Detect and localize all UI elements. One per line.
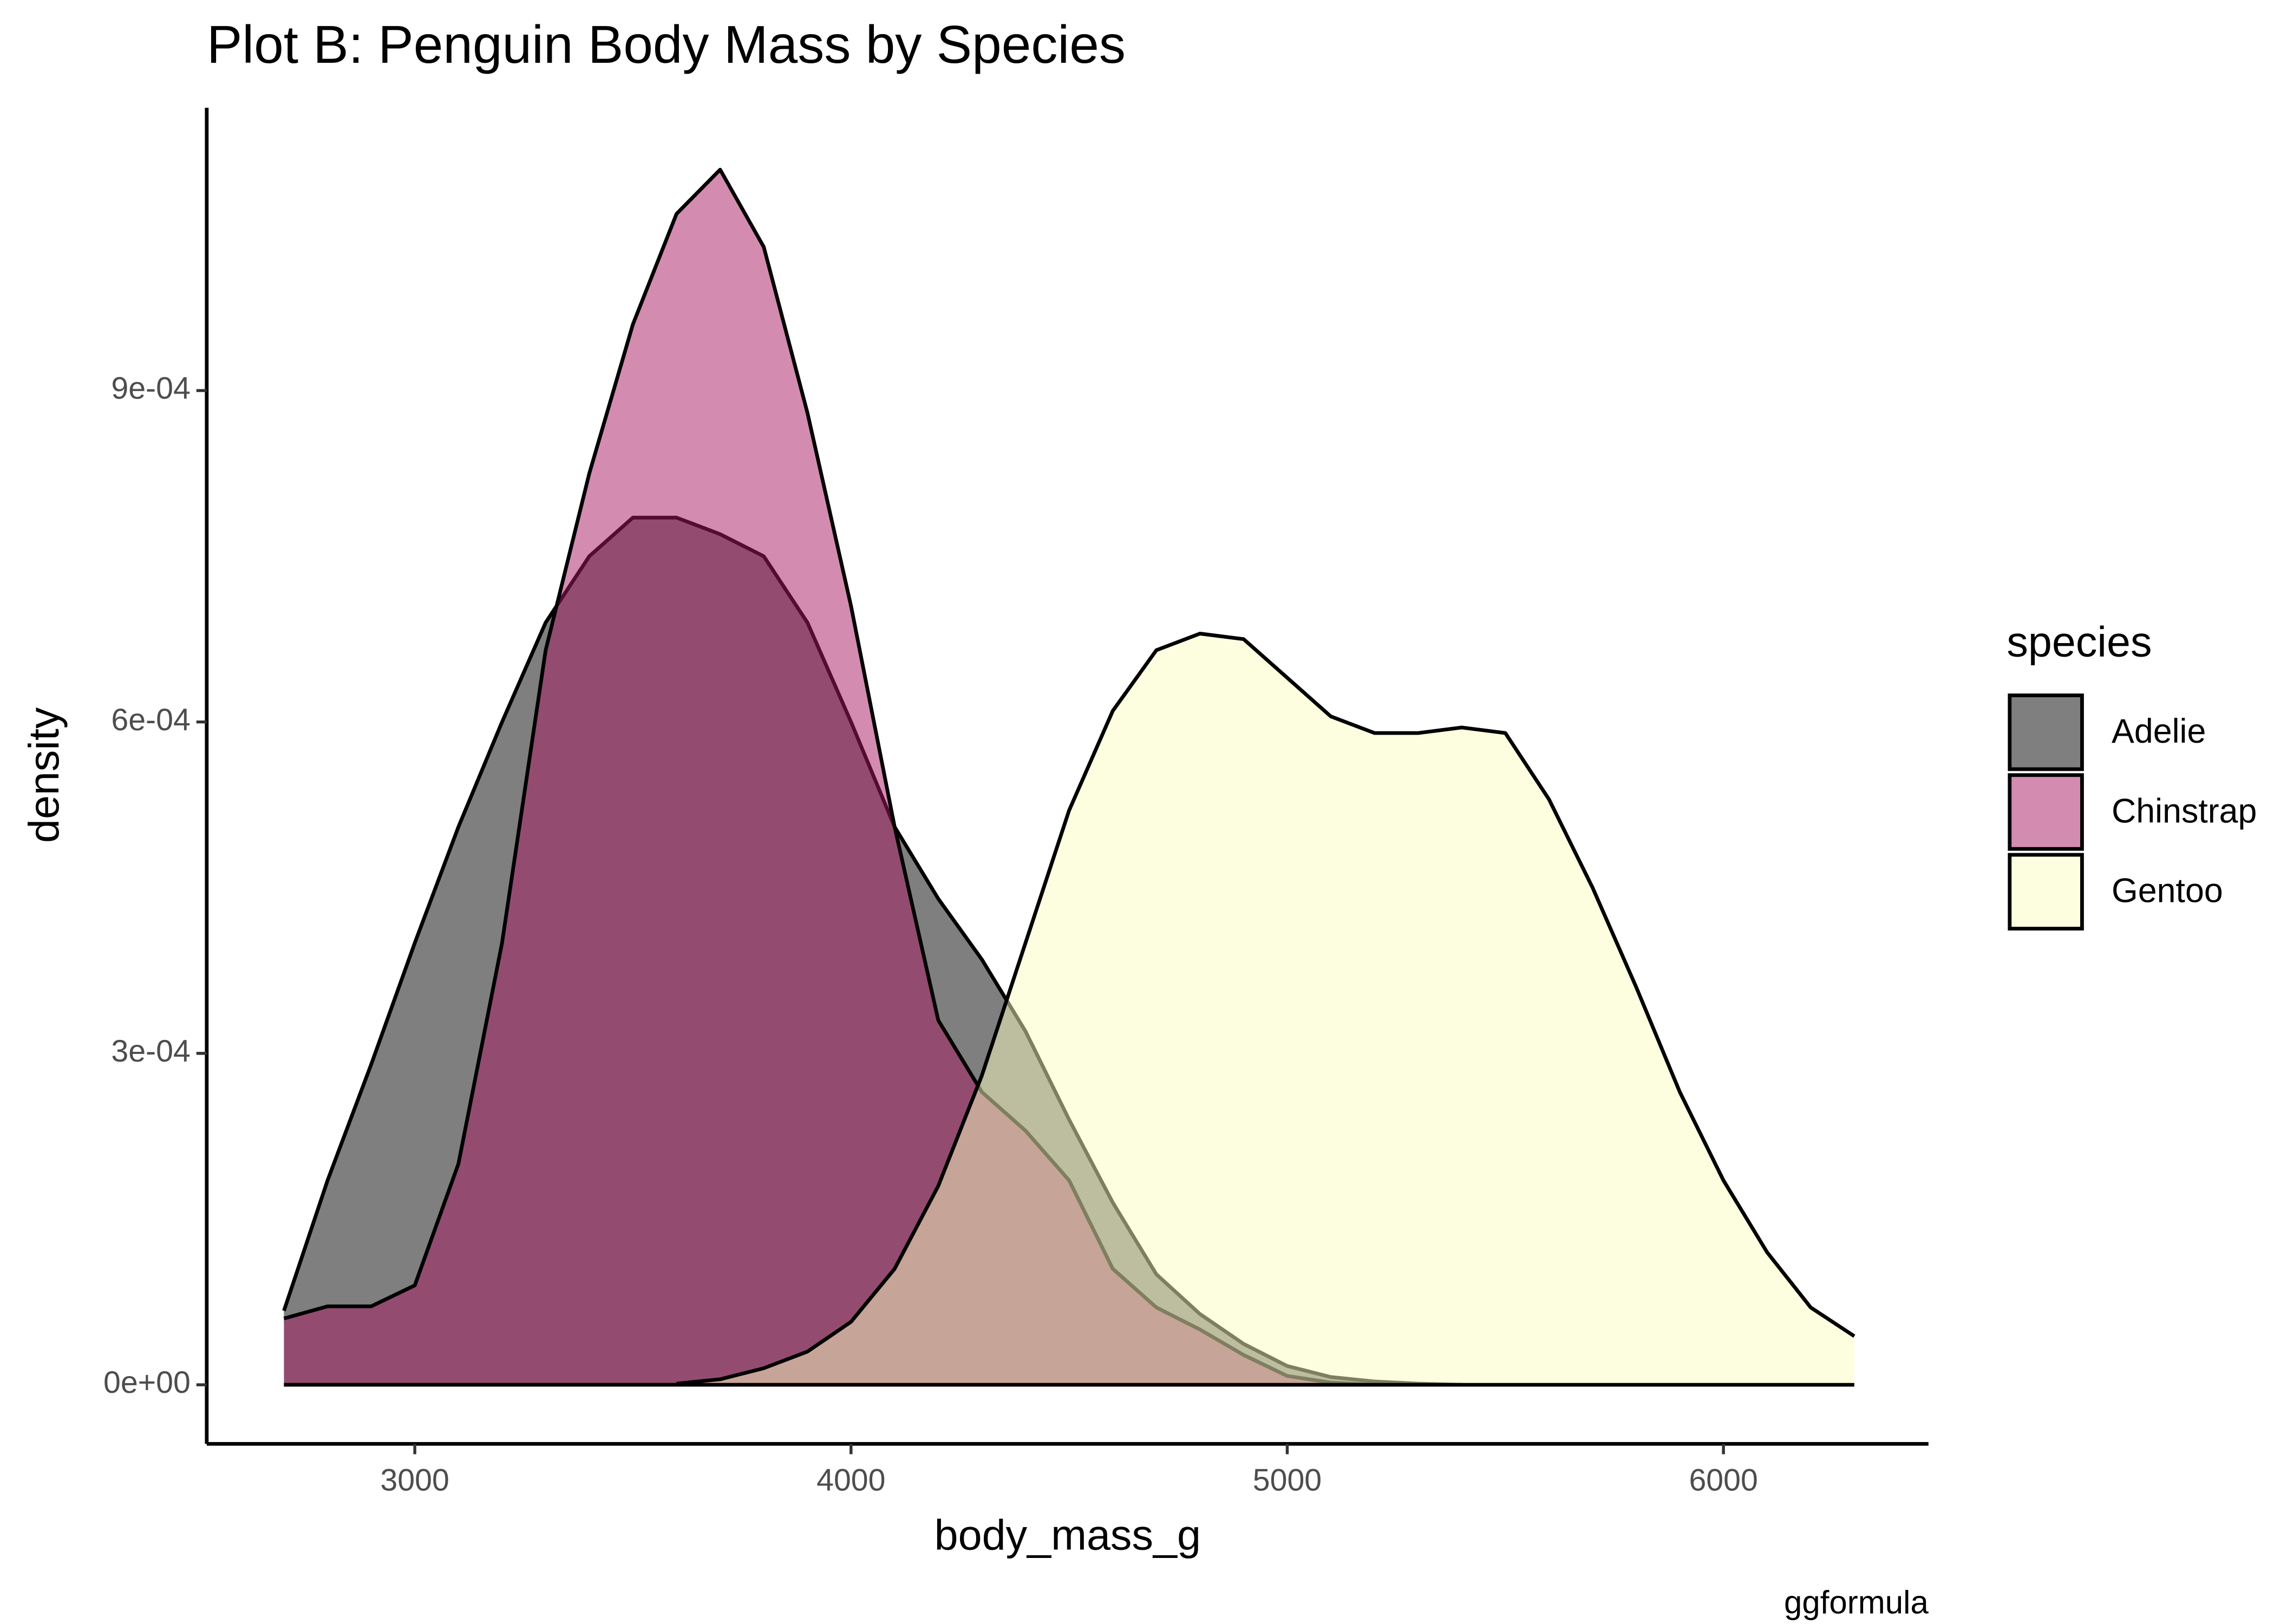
- x-tick-label: 6000: [1689, 1463, 1757, 1497]
- density-line: [676, 632, 1855, 1386]
- legend-label: Chinstrap: [2112, 792, 2257, 830]
- density-area: [676, 633, 1854, 1385]
- plot-area: [282, 167, 1855, 1387]
- legend-key: [2008, 693, 2084, 771]
- x-tick-label: 3000: [380, 1463, 449, 1497]
- x-tick-label: 5000: [1253, 1463, 1322, 1497]
- y-axis-label: density: [19, 707, 68, 843]
- legend-key: [2008, 853, 2084, 931]
- caption: ggformula: [1784, 1584, 1929, 1620]
- x-tick-label: 4000: [816, 1463, 885, 1497]
- y-tick-label: 6e-04: [111, 703, 190, 737]
- y-tick-label: 9e-04: [111, 371, 190, 406]
- density-area: [284, 169, 1375, 1385]
- legend-title: species: [2007, 618, 2152, 666]
- y-tick-label: 3e-04: [111, 1034, 190, 1069]
- y-tick-label: 0e+00: [103, 1365, 191, 1400]
- legend-key: [2008, 773, 2084, 851]
- chart-title: Plot B: Penguin Body Mass by Species: [207, 15, 1126, 74]
- x-axis-label: body_mass_g: [935, 1511, 1201, 1559]
- legend-label: Gentoo: [2112, 872, 2223, 910]
- legend-label: Adelie: [2112, 712, 2206, 750]
